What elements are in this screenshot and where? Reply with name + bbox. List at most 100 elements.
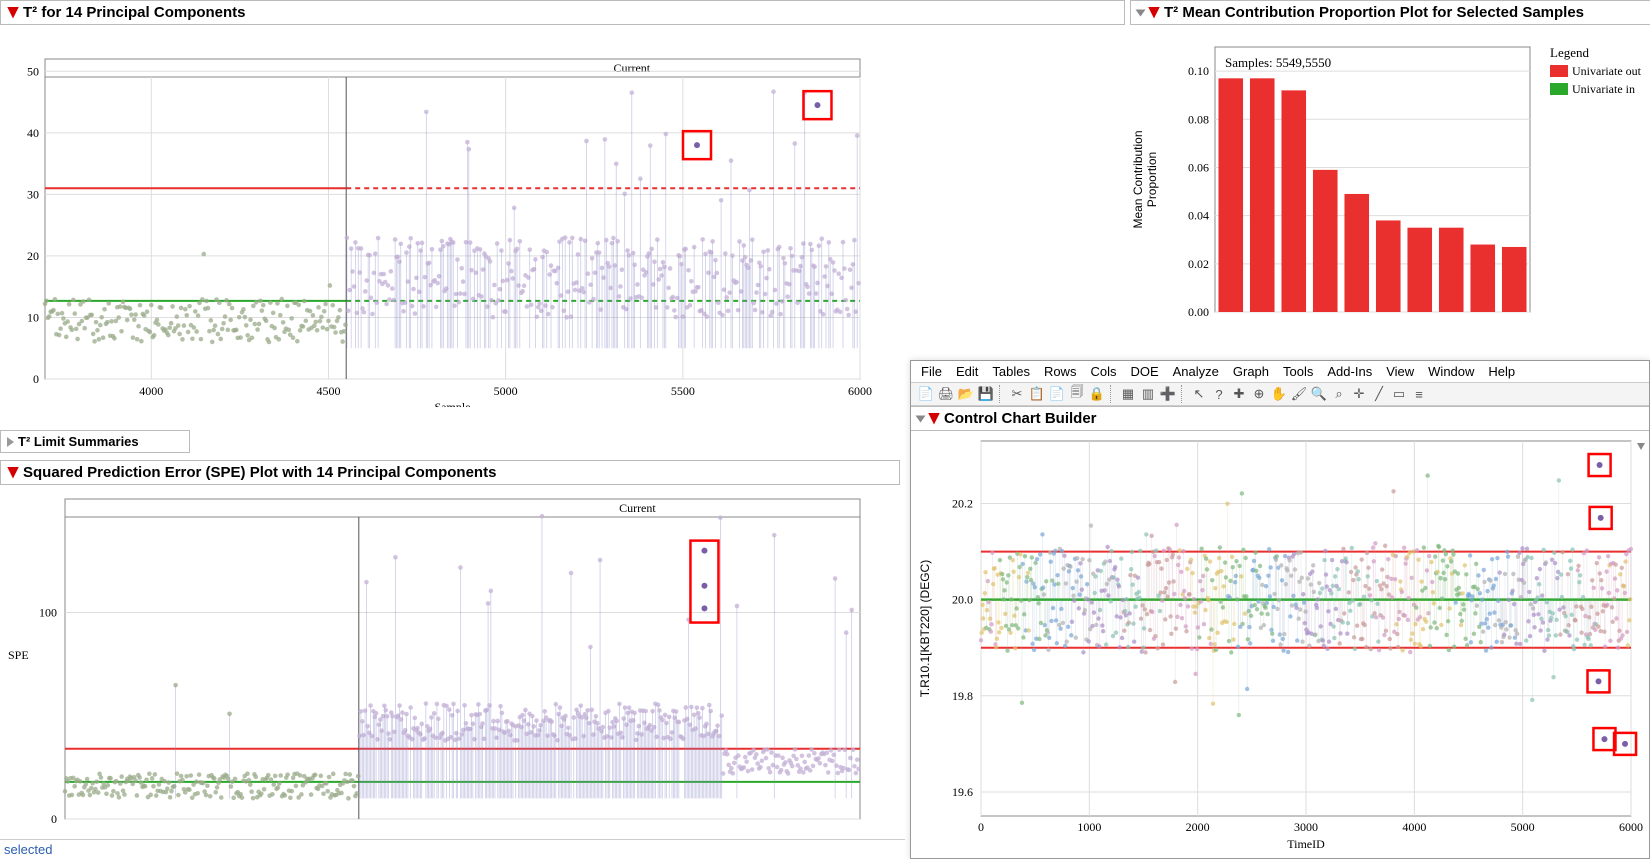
menu-addins[interactable]: Add-Ins [1327, 364, 1372, 379]
disclosure-icon[interactable] [1136, 9, 1146, 16]
menu-edit[interactable]: Edit [956, 364, 978, 379]
svg-text:20: 20 [27, 249, 39, 263]
line-icon[interactable]: ╱ [1370, 385, 1388, 403]
svg-text:20.0: 20.0 [952, 593, 973, 607]
toolbar-icon[interactable]: ≡ [1410, 385, 1428, 403]
menu-tools[interactable]: Tools [1283, 364, 1313, 379]
disclosure-icon[interactable] [916, 415, 926, 422]
svg-text:Univariate in: Univariate in [1572, 82, 1635, 96]
lock-icon[interactable]: 🔒 [1088, 385, 1106, 403]
ccb-chart[interactable]: 19.619.820.020.2010002000300040005000600… [911, 431, 1649, 851]
arrow-icon[interactable]: ↖ [1190, 385, 1208, 403]
svg-text:0.00: 0.00 [1188, 305, 1209, 319]
spe-panel-title-bar[interactable]: Squared Prediction Error (SPE) Plot with… [0, 460, 900, 485]
svg-text:4000: 4000 [1402, 820, 1426, 834]
status-bar: selected [0, 839, 905, 859]
cut-icon[interactable]: ✂ [1008, 385, 1026, 403]
t2-panel: T² for 14 Principal Components Current 0 1… [0, 0, 1125, 415]
svg-text:0.06: 0.06 [1188, 160, 1209, 174]
paste-icon[interactable]: 📄 [1048, 385, 1066, 403]
toolbar-icon[interactable]: 📄 [917, 385, 935, 403]
toolbar-icon[interactable]: 🖨 [937, 385, 955, 403]
svg-text:0: 0 [51, 812, 57, 826]
svg-text:0.08: 0.08 [1188, 112, 1209, 126]
contrib-title: T² Mean Contribution Proportion Plot for… [1164, 4, 1584, 21]
toolbar-separator [1181, 385, 1186, 403]
contrib-chart[interactable]: 0.000.020.040.060.080.10Mean Contributio… [1130, 25, 1650, 325]
svg-text:19.8: 19.8 [952, 689, 973, 703]
svg-text:19.6: 19.6 [952, 785, 973, 799]
menu-window[interactable]: Window [1428, 364, 1474, 379]
svg-text:5500: 5500 [671, 384, 695, 398]
disclosure-icon[interactable] [7, 467, 19, 479]
toolbar-icon[interactable]: ⌕ [1330, 385, 1348, 403]
svg-text:100: 100 [39, 606, 57, 620]
svg-text:Sample: Sample [435, 400, 471, 407]
toolbar-icon[interactable]: ▦ [1119, 385, 1137, 403]
toolbar-icon[interactable]: ➕ [1159, 385, 1177, 403]
ccb-window: File Edit Tables Rows Cols DOE Analyze G… [910, 360, 1650, 859]
svg-text:50: 50 [27, 64, 39, 78]
menu-doe[interactable]: DOE [1130, 364, 1158, 379]
svg-text:6000: 6000 [848, 384, 872, 398]
limit-summaries-panel[interactable]: T² Limit Summaries [0, 430, 190, 453]
svg-text:5000: 5000 [1511, 820, 1535, 834]
svg-text:0.04: 0.04 [1188, 209, 1209, 223]
spe-chart[interactable]: Current 0 100 SPE [0, 485, 900, 845]
contrib-title-bar[interactable]: T² Mean Contribution Proportion Plot for… [1130, 0, 1650, 25]
svg-text:6000: 6000 [1619, 820, 1643, 834]
help-icon[interactable]: ? [1210, 385, 1228, 403]
svg-text:SPE: SPE [8, 648, 29, 662]
disclosure-icon[interactable] [7, 7, 19, 19]
svg-text:Current: Current [613, 61, 650, 75]
svg-text:40: 40 [27, 126, 39, 140]
menu-cols[interactable]: Cols [1090, 364, 1116, 379]
svg-text:Legend: Legend [1550, 45, 1589, 60]
menu-view[interactable]: View [1386, 364, 1414, 379]
svg-text:30: 30 [27, 187, 39, 201]
toolbar-icon[interactable]: ▥ [1139, 385, 1157, 403]
toolbar-icon[interactable]: ▭ [1390, 385, 1408, 403]
svg-text:0: 0 [33, 372, 39, 386]
menu-help[interactable]: Help [1488, 364, 1515, 379]
copy-icon[interactable]: 📋 [1028, 385, 1046, 403]
t2-panel-title-bar[interactable]: T² for 14 Principal Components [0, 0, 1125, 25]
svg-text:1000: 1000 [1077, 820, 1101, 834]
hand-icon[interactable]: ✋ [1270, 385, 1288, 403]
svg-text:5000: 5000 [494, 384, 518, 398]
toolbar-icon[interactable]: 📂 [957, 385, 975, 403]
toolbar-icon[interactable]: 💾 [977, 385, 995, 403]
toolbar-icon[interactable]: 🗐 [1068, 385, 1086, 403]
ccb-title-bar[interactable]: Control Chart Builder [911, 406, 1649, 431]
menu-file[interactable]: File [921, 364, 942, 379]
svg-text:Samples: 5549,5550: Samples: 5549,5550 [1225, 55, 1331, 70]
disclosure-icon[interactable] [928, 413, 940, 425]
zoom-icon[interactable]: 🔍 [1310, 385, 1328, 403]
toolbar-separator [1110, 385, 1115, 403]
spe-panel: Squared Prediction Error (SPE) Plot with… [0, 460, 900, 845]
toolbar-icon[interactable]: ✛ [1350, 385, 1368, 403]
svg-text:0.10: 0.10 [1188, 64, 1209, 78]
t2-title: T² for 14 Principal Components [23, 4, 246, 21]
menu-graph[interactable]: Graph [1233, 364, 1269, 379]
menu-rows[interactable]: Rows [1044, 364, 1077, 379]
svg-text:Current: Current [619, 501, 656, 515]
svg-text:T.R10.1[KBT220] (DEGC): T.R10.1[KBT220] (DEGC) [918, 560, 932, 697]
menu-analyze[interactable]: Analyze [1173, 364, 1219, 379]
toolbar-icon[interactable]: ⊕ [1250, 385, 1268, 403]
disclosure-icon[interactable] [7, 437, 14, 447]
svg-text:4500: 4500 [316, 384, 340, 398]
spe-title: Squared Prediction Error (SPE) Plot with… [23, 464, 496, 481]
toolbar-separator [999, 385, 1004, 403]
toolbar-icon[interactable]: ✚ [1230, 385, 1248, 403]
svg-text:4000: 4000 [139, 384, 163, 398]
disclosure-icon[interactable] [1148, 7, 1160, 19]
t2-chart[interactable]: Current 0 10 20 30 40 50 4000 4500 5000 5500 6000 Sa… [0, 25, 1125, 415]
svg-text:10: 10 [27, 310, 39, 324]
svg-text:2000: 2000 [1186, 820, 1210, 834]
menu-tables[interactable]: Tables [992, 364, 1030, 379]
toolbar[interactable]: 📄 🖨 📂 💾 ✂ 📋 📄 🗐 🔒 ▦ ▥ ➕ ↖ ? ✚ ⊕ ✋ 🖌 🔍 ⌕ … [911, 383, 1649, 406]
brush-icon[interactable]: 🖌 [1290, 385, 1308, 403]
svg-text:0.02: 0.02 [1188, 257, 1209, 271]
menu-bar[interactable]: File Edit Tables Rows Cols DOE Analyze G… [911, 361, 1649, 383]
